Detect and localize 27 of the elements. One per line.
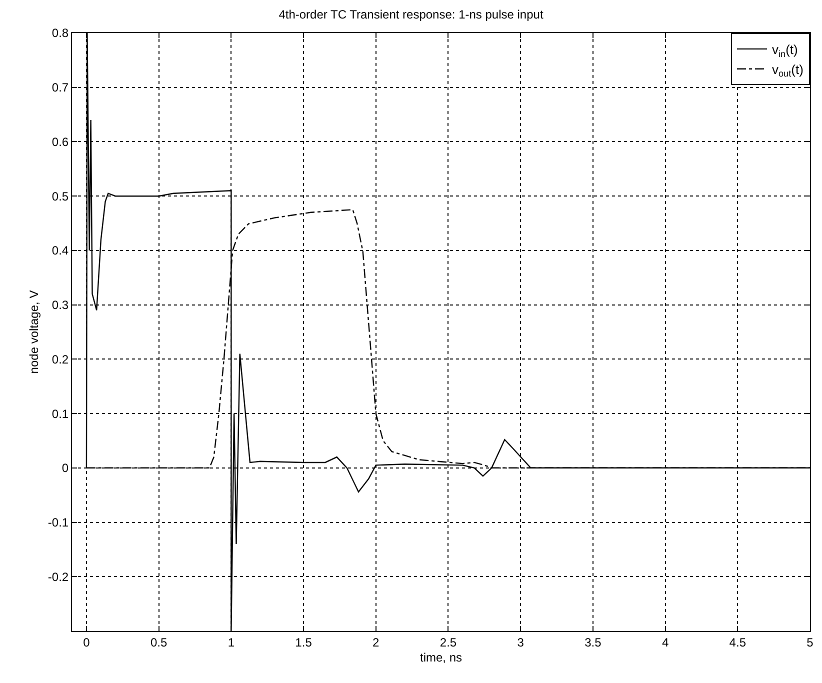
- x-tick-label: 2.5: [440, 635, 457, 650]
- chart-title: 4th-order TC Transient response: 1-ns pulse input: [278, 8, 544, 22]
- y-tick-label: -0.1: [48, 515, 69, 530]
- x-tick-label: 3: [517, 635, 524, 650]
- x-tick-label: 5: [806, 635, 814, 650]
- x-tick-label: 4.5: [729, 635, 746, 650]
- legend-label: v$_{in}$(t): [772, 42, 798, 59]
- x-axis-title: time, ns: [420, 650, 462, 664]
- x-tick-label: 4: [662, 635, 669, 650]
- y-tick-label: 0.8: [52, 26, 69, 40]
- y-tick-label: 0.1: [52, 406, 69, 421]
- y-tick-label: -0.2: [48, 570, 69, 584]
- x-tick-label: 3.5: [584, 635, 602, 650]
- x-tick-label: 1: [228, 635, 235, 650]
- y-tick-label: 0.3: [52, 298, 69, 312]
- y-tick-label: 0.2: [52, 352, 69, 366]
- y-tick-label: 0.6: [52, 134, 69, 149]
- x-tick-label: 0: [83, 635, 90, 650]
- legend-label: v$_{out}$(t): [772, 62, 804, 79]
- y-tick-label: 0.4: [52, 244, 69, 258]
- x-tick-label: 0.5: [150, 635, 168, 650]
- y-tick-label: 0: [62, 461, 69, 476]
- y-tick-label: 0.7: [52, 80, 69, 95]
- y-axis-title: node voltage, V: [27, 290, 42, 374]
- x-tick-label: 1.5: [295, 635, 312, 650]
- y-tick-label: 0.5: [52, 189, 69, 204]
- x-tick-label: 2: [372, 635, 380, 650]
